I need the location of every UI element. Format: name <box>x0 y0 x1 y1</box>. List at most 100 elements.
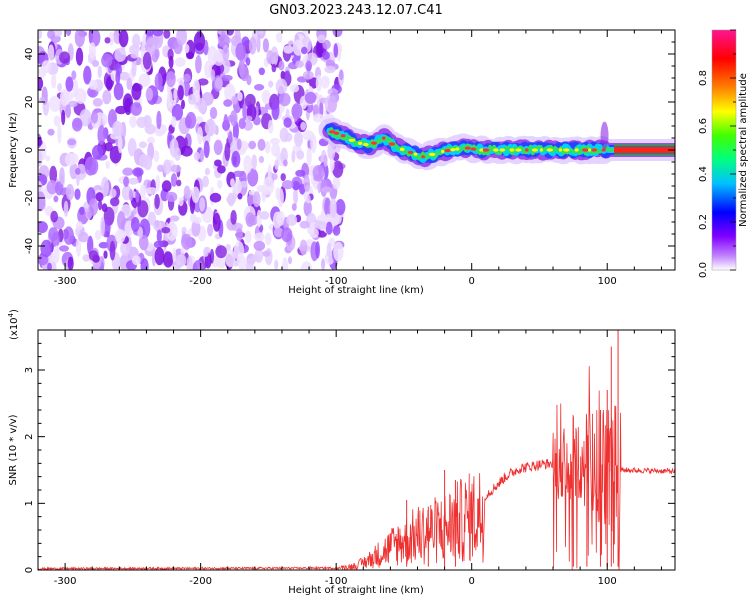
noise-cell <box>135 190 140 203</box>
noise-cell <box>191 186 200 204</box>
noise-cell <box>59 167 65 185</box>
x-tick-label: -300 <box>54 576 77 587</box>
noise-cell <box>271 63 277 73</box>
noise-cell <box>299 239 308 256</box>
noise-cell <box>241 36 250 47</box>
noise-cell <box>101 53 113 68</box>
noise-cell <box>75 47 84 66</box>
noise-cell <box>185 111 197 129</box>
noise-cell <box>71 70 77 80</box>
noise-cell <box>131 82 142 101</box>
noise-cell <box>166 71 176 88</box>
noise-cell <box>72 117 83 132</box>
trace-burst <box>600 121 609 150</box>
noise-cell <box>100 176 109 197</box>
noise-cell <box>175 254 187 267</box>
noise-cell <box>301 46 308 55</box>
noise-cell <box>212 212 221 232</box>
noise-cell <box>181 99 185 110</box>
noise-cell <box>291 103 303 120</box>
noise-cell <box>169 219 175 233</box>
noise-cell <box>254 247 264 263</box>
noise-cell <box>152 220 162 231</box>
noise-cell <box>304 91 317 104</box>
noise-cell <box>333 241 344 262</box>
spectrogram-y-label: Frequency (Hz) <box>8 112 19 188</box>
noise-cell <box>277 188 284 208</box>
noise-cell <box>231 150 241 168</box>
trace-peak <box>515 148 522 152</box>
noise-cell <box>91 60 100 67</box>
trace-peak <box>563 148 570 152</box>
noise-cell <box>244 115 253 122</box>
noise-cell <box>97 65 102 79</box>
noise-cell <box>183 78 190 97</box>
noise-cell <box>109 188 117 198</box>
noise-cell <box>145 87 153 101</box>
noise-cell <box>288 256 292 265</box>
noise-cell <box>102 89 112 105</box>
noise-cell <box>51 73 57 89</box>
noise-cell <box>188 94 196 105</box>
noise-cell <box>315 241 320 259</box>
noise-cell <box>214 159 222 167</box>
noise-cell <box>317 34 326 44</box>
noise-cell <box>257 138 266 151</box>
noise-cell <box>130 217 140 232</box>
trace-peak <box>450 148 456 152</box>
snr-frame <box>37 329 676 571</box>
noise-cell <box>268 119 274 134</box>
noise-cell <box>147 136 155 145</box>
noise-cell <box>199 197 206 212</box>
noise-cell <box>127 138 137 157</box>
noise-cell <box>280 173 286 182</box>
snr-panel: -300 -200 -100 0 100 0 1 2 3 Height of straight… <box>7 309 676 596</box>
trace-peak <box>546 148 553 152</box>
noise-cell <box>244 93 256 109</box>
noise-cell <box>295 169 306 177</box>
noise-cell <box>88 42 96 59</box>
noise-cell <box>210 69 216 82</box>
noise-cell <box>72 79 79 98</box>
noise-cell <box>157 164 165 172</box>
noise-cell <box>192 79 201 99</box>
colorbar-tick-label: 0.6 <box>698 118 709 134</box>
noise-cell <box>281 227 293 243</box>
noise-cell <box>223 99 233 107</box>
noise-cell <box>256 34 261 53</box>
noise-cell <box>47 30 55 39</box>
noise-cell <box>209 107 218 119</box>
trace-peak <box>348 138 356 142</box>
noise-cell <box>283 45 294 54</box>
x-tick-label: 100 <box>598 576 617 587</box>
noise-cell <box>225 249 236 268</box>
noise-cell <box>103 250 108 259</box>
noise-cell <box>312 165 325 180</box>
trace-peak <box>582 148 589 152</box>
noise-cell <box>227 192 235 207</box>
noise-cell <box>122 167 134 176</box>
noise-cell <box>59 51 71 64</box>
noise-cell <box>45 155 51 162</box>
noise-cell <box>332 160 344 178</box>
noise-cell <box>203 140 210 159</box>
noise-cell <box>220 31 226 39</box>
noise-cell <box>329 198 337 219</box>
spectrogram-x-ticks: -300 -200 -100 0 100 <box>37 30 662 287</box>
noise-cell <box>332 176 341 190</box>
noise-cell <box>324 65 336 74</box>
noise-cell <box>117 133 123 154</box>
noise-cell <box>53 195 59 203</box>
noise-cell <box>100 216 105 237</box>
noise-cell <box>145 187 158 195</box>
noise-cell <box>191 219 201 237</box>
colorbar-tick-label: 0.4 <box>698 166 709 182</box>
noise-cell <box>230 178 235 188</box>
snr-scale-exp: 4 <box>7 312 15 317</box>
noise-cell <box>218 33 230 49</box>
noise-cell <box>154 72 163 91</box>
trace-strong-band <box>614 147 675 153</box>
noise-cell <box>237 91 243 102</box>
noise-cell <box>207 223 214 237</box>
